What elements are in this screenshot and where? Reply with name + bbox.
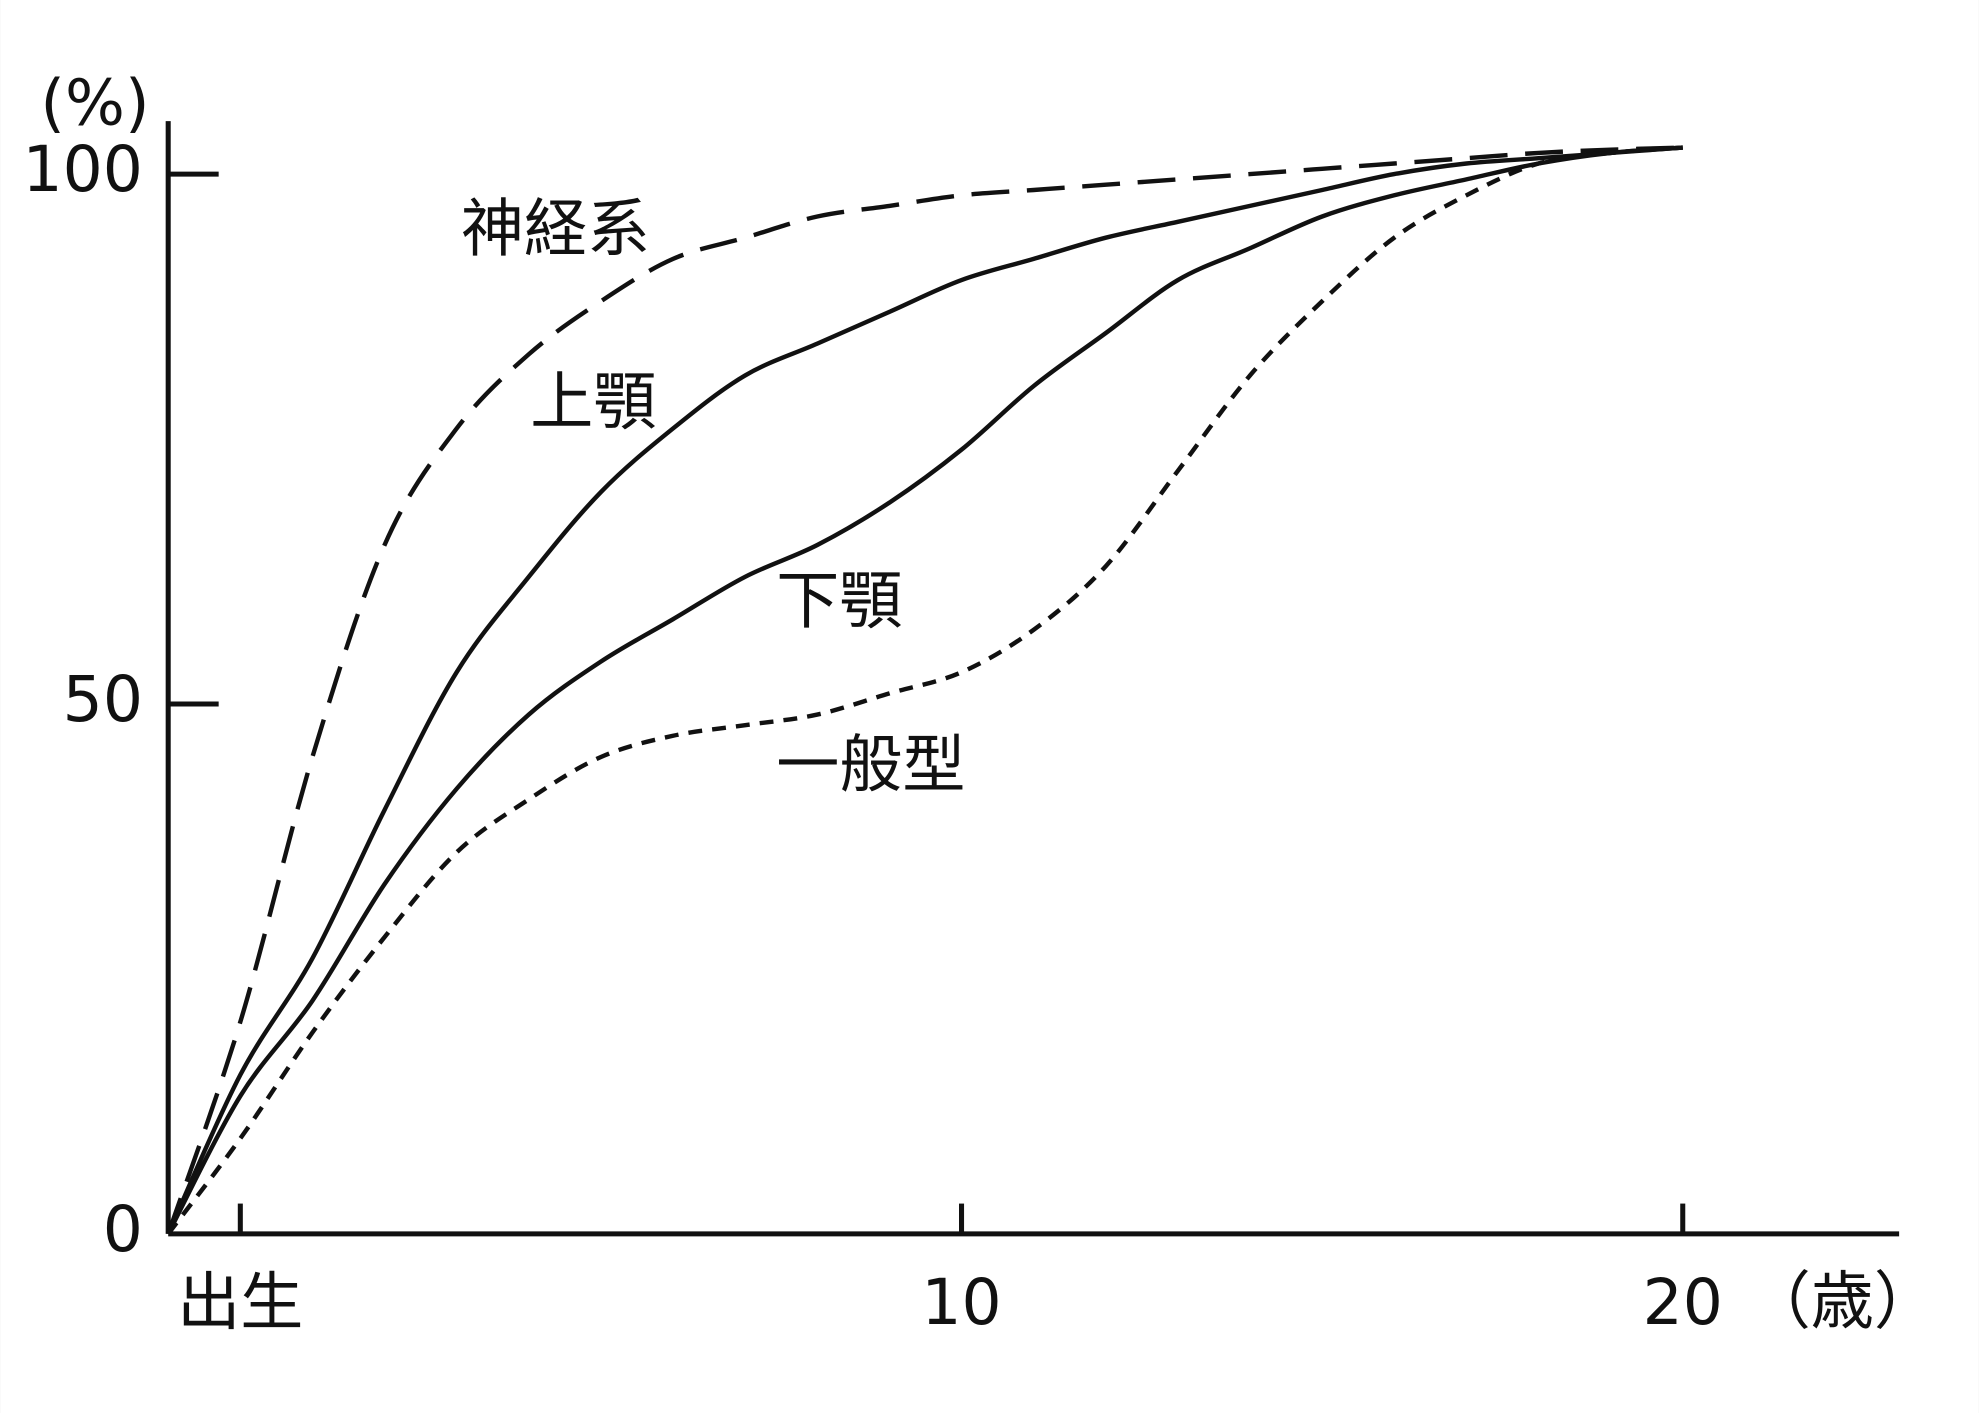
curve-label: 一般型 (776, 728, 965, 802)
x-tick-label: 20 (1643, 1265, 1723, 1339)
x-tick-label: 出生 (177, 1265, 303, 1339)
curve (166, 145, 1683, 1235)
curve-label: 神経系 (461, 191, 650, 265)
x-unit-label: （歳） (1748, 1264, 1937, 1338)
curve-label: 上顎 (530, 364, 656, 438)
curve (166, 145, 1683, 1236)
x-tick-label: 10 (921, 1265, 1001, 1339)
curve-label: 下顎 (776, 564, 902, 638)
y-tick-label: 50 (63, 662, 143, 736)
y-unit-label: (%) (40, 65, 149, 139)
y-tick-label: 0 (103, 1192, 143, 1266)
curve (166, 145, 1683, 1235)
y-tick-label: 100 (23, 132, 143, 206)
curve (166, 145, 1683, 1235)
